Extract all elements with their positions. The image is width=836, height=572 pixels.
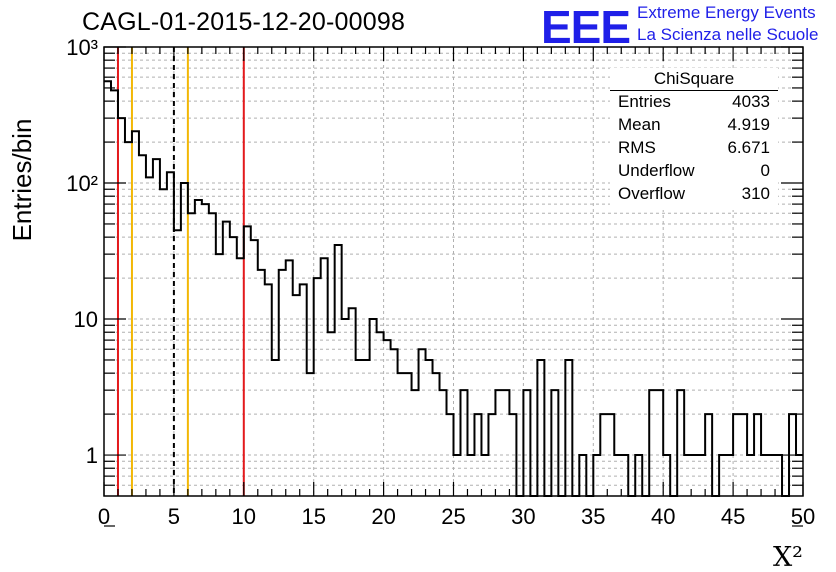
x-tick-label: 45 <box>721 504 745 529</box>
y-tick-label: 1 <box>86 443 98 468</box>
x-tick-label: 25 <box>441 504 465 529</box>
x-axis-title: X² <box>773 542 803 572</box>
y-tick-label: 10³ <box>66 35 98 60</box>
eee-logo-mark: EEE <box>541 1 631 53</box>
stats-label: Mean <box>618 115 661 134</box>
stats-box: ChiSquare Entries 4033 Mean 4.919 RMS 6.… <box>610 68 778 210</box>
stats-title: ChiSquare <box>653 69 735 88</box>
logo-line-1: Extreme Energy Events <box>637 3 816 22</box>
x-tick-label: 35 <box>581 504 605 529</box>
stats-label: Underflow <box>618 161 695 180</box>
x-tick-label: 15 <box>301 504 325 529</box>
y-tick-labels: 10³ 10² 10 1 <box>66 35 98 468</box>
x-tick-labels: 0 5 10 15 20 25 30 35 40 45 50 <box>98 504 815 529</box>
x-tick-label: 20 <box>371 504 395 529</box>
x-tick-label: 5 <box>168 504 180 529</box>
histogram-series <box>104 80 803 497</box>
stats-label: RMS <box>618 138 656 157</box>
stats-value: 4.919 <box>727 115 770 134</box>
stats-value: 4033 <box>732 92 770 111</box>
histogram-outline <box>104 80 803 497</box>
stats-value: 0 <box>760 161 770 180</box>
x-tick-label: 0 <box>98 504 110 529</box>
x-tick-label: 50 <box>791 504 815 529</box>
threshold-lines <box>116 47 245 496</box>
y-axis-title: Entries/bin <box>7 119 37 242</box>
stats-value: 6.671 <box>727 138 770 157</box>
stats-value: 310 <box>741 184 770 203</box>
x-tick-label: 10 <box>232 504 256 529</box>
y-tick-label: 10² <box>66 171 98 196</box>
stats-divider <box>610 90 778 91</box>
x-tick-label: 40 <box>651 504 675 529</box>
stats-label: Entries <box>618 92 671 111</box>
y-tick-label: 10 <box>74 307 98 332</box>
logo-line-2: La Scienza nelle Scuole <box>637 25 819 44</box>
stats-label: Overflow <box>618 184 686 203</box>
x-tick-label: 30 <box>511 504 535 529</box>
axis-ticks <box>103 46 804 527</box>
chart-title: CAGL-01-2015-12-20-00098 <box>82 8 406 36</box>
